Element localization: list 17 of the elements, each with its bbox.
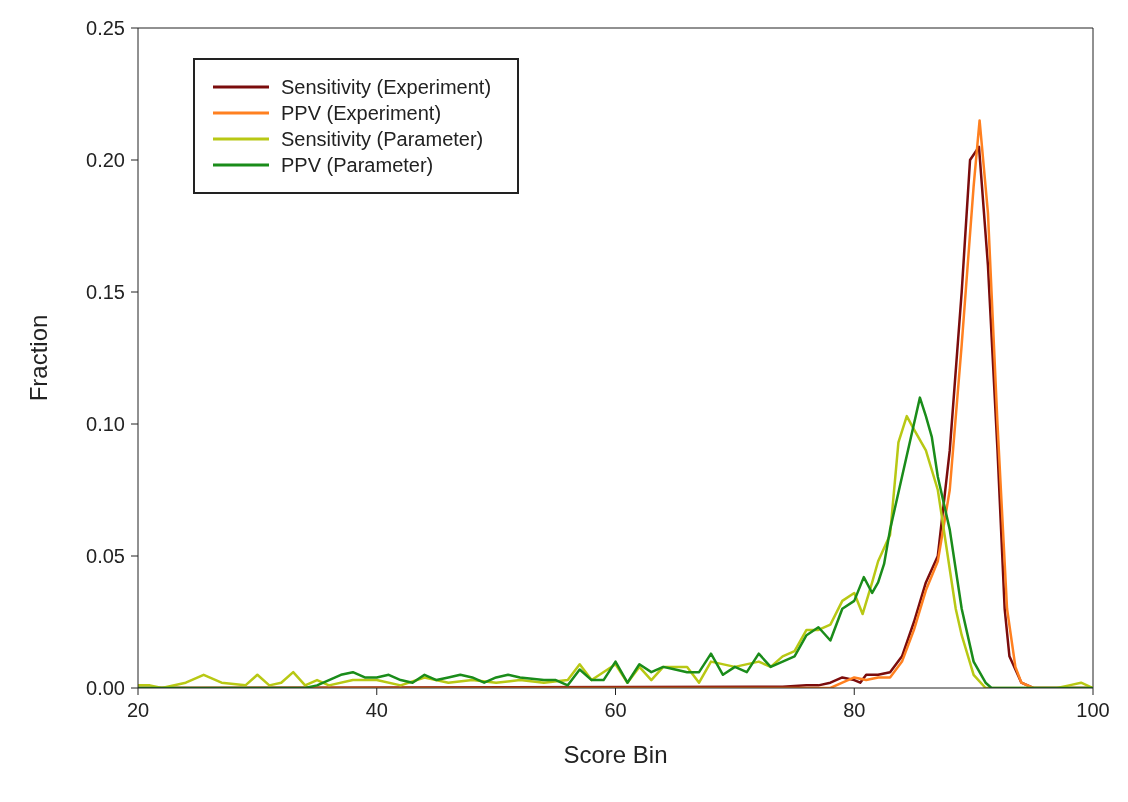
x-tick-label: 40 bbox=[365, 699, 388, 722]
y-tick-label: 0.10 bbox=[86, 413, 125, 436]
legend-label: Sensitivity (Parameter) bbox=[281, 127, 484, 152]
x-tick-label: 80 bbox=[843, 699, 866, 722]
y-tick-label: 0.00 bbox=[86, 677, 125, 700]
y-tick-label: 0.20 bbox=[86, 149, 125, 172]
x-tick-label: 60 bbox=[604, 699, 627, 722]
legend-label: PPV (Parameter) bbox=[281, 153, 434, 178]
x-tick-label: 100 bbox=[1076, 699, 1110, 722]
x-axis-title: Score Bin bbox=[563, 741, 668, 768]
y-tick-label: 0.15 bbox=[86, 281, 125, 304]
x-tick-label: 20 bbox=[126, 699, 150, 722]
legend-label: Sensitivity (Experiment) bbox=[281, 75, 492, 100]
y-tick-label: 0.25 bbox=[86, 17, 125, 40]
y-tick-label: 0.05 bbox=[86, 545, 125, 568]
legend-label: PPV (Experiment) bbox=[281, 101, 442, 126]
y-axis-title: Fraction bbox=[24, 314, 52, 402]
